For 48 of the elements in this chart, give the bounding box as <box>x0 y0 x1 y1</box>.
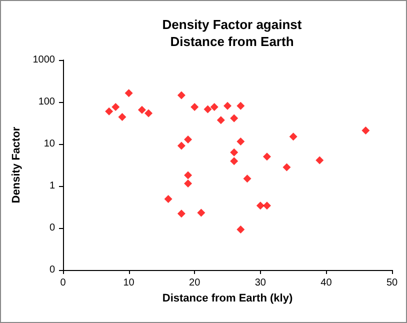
point <box>184 171 192 180</box>
point <box>118 112 126 121</box>
x-tick-label: 50 <box>386 278 398 288</box>
point <box>138 106 146 114</box>
point <box>230 114 238 122</box>
point <box>256 202 264 210</box>
x-tick-label: 10 <box>123 278 135 288</box>
point <box>197 208 206 217</box>
x-tick-label: 20 <box>189 278 201 288</box>
point <box>236 226 245 234</box>
x-tick-label: 30 <box>254 278 266 288</box>
y-tick-label: 100 <box>38 96 56 108</box>
point <box>190 103 199 112</box>
x-tick-label: 40 <box>320 278 332 288</box>
point <box>124 89 133 98</box>
y-axis-title: Density Factor <box>10 126 22 204</box>
point <box>316 156 324 164</box>
point <box>243 174 252 183</box>
point <box>184 179 192 188</box>
point <box>105 107 114 116</box>
point <box>236 102 245 110</box>
point <box>177 142 186 150</box>
point <box>362 126 370 134</box>
point <box>216 116 225 124</box>
y-tick-label: 1000 <box>32 54 56 66</box>
point <box>112 103 120 112</box>
y-tick-label: 0 <box>49 222 56 234</box>
point <box>144 109 153 118</box>
y-tick-label: 0 <box>49 264 56 276</box>
x-axis-title: Distance from Earth (kly) <box>162 292 293 304</box>
y-tick-label: 1 <box>49 180 56 192</box>
point <box>184 135 192 144</box>
point <box>262 152 271 161</box>
chart-title: Density Factor against Distance from Earth <box>162 17 302 49</box>
point <box>177 210 186 218</box>
point <box>177 91 186 100</box>
y-tick-label: 10 <box>44 138 56 150</box>
point <box>230 157 238 166</box>
point <box>164 195 172 204</box>
x-tick-label: 0 <box>60 278 66 288</box>
point <box>236 137 245 146</box>
point <box>224 102 232 110</box>
point <box>289 132 298 141</box>
point <box>282 163 291 172</box>
point <box>262 202 271 210</box>
point <box>230 148 238 156</box>
point <box>204 105 212 114</box>
point <box>210 103 218 112</box>
